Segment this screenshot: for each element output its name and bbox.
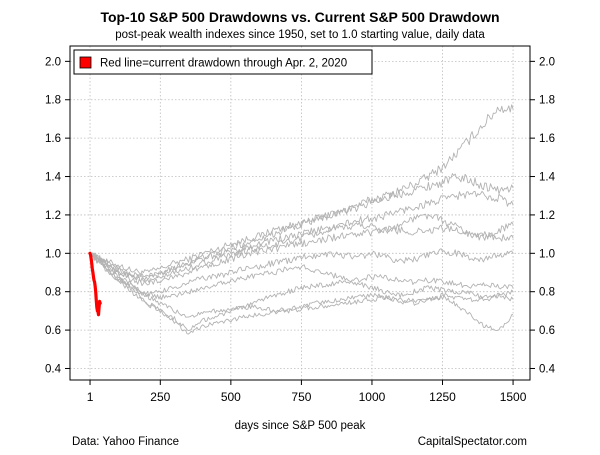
y-tick-label-right: 1.6 [539,133,555,145]
legend: Red line=current drawdown through Apr. 2… [73,49,373,75]
grid [70,46,530,380]
x-tick-label: 1000 [359,390,386,404]
plot-frame [69,45,531,381]
historical-drawdown-line [89,173,514,281]
chart-title: Top-10 S&P 500 Drawdowns vs. Current S&P… [100,9,499,25]
y-tick-label-right: 1.8 [539,95,555,107]
y-tick-label-left: 0.4 [45,363,62,375]
y-tick-label-left: 0.6 [45,325,61,337]
y-tick-label-right: 1.4 [539,172,556,184]
y-tick-label-right: 1.0 [539,248,555,260]
y-tick-label-left: 1.4 [45,172,62,184]
y-tick-label-left: 2.0 [45,56,61,68]
chart-subtitle: post-peak wealth indexes since 1950, set… [115,29,485,41]
y-tick-label-right: 1.2 [539,210,555,222]
historical-drawdown-line [89,190,514,278]
x-tick-label: 250 [150,390,170,404]
historical-drawdown-line [89,253,514,301]
historical-drawdown-line [89,104,514,275]
footer-site: CapitalSpectator.com [418,436,527,448]
x-tick-label: 500 [221,390,241,404]
current-drawdown-line [88,251,102,317]
x-axis-label: days since S&P 500 peak [235,420,366,432]
historical-series [89,104,514,335]
y-tick-label-left: 1.0 [45,248,61,260]
current-drawdown-series [88,251,102,317]
x-tick-label: 1500 [500,390,527,404]
x-tick-label: 1250 [429,390,456,404]
y-tick-label-left: 1.8 [45,95,61,107]
historical-drawdown-line [89,252,514,332]
y-tick-label-right: 2.0 [539,56,555,68]
x-tick-label: 1 [87,390,94,404]
y-tick-label-right: 0.6 [539,325,555,337]
historical-drawdown-line [89,224,514,287]
legend-label-current: Red line=current drawdown through Apr. 2… [100,58,347,70]
y-tick-label-right: 0.8 [539,287,555,299]
footer-source: Data: Yahoo Finance [72,436,179,448]
legend-box [73,49,373,75]
legend-swatch-current [79,56,92,69]
x-tick-label: 750 [291,390,311,404]
y-tick-label-right: 0.4 [539,363,556,375]
historical-drawdown-line [89,213,514,283]
historical-drawdown-line [89,252,514,335]
y-tick-label-left: 0.8 [45,287,61,299]
historical-drawdown-line [89,248,514,298]
y-tick-label-left: 1.2 [45,210,61,222]
y-tick-label-left: 1.6 [45,133,61,145]
